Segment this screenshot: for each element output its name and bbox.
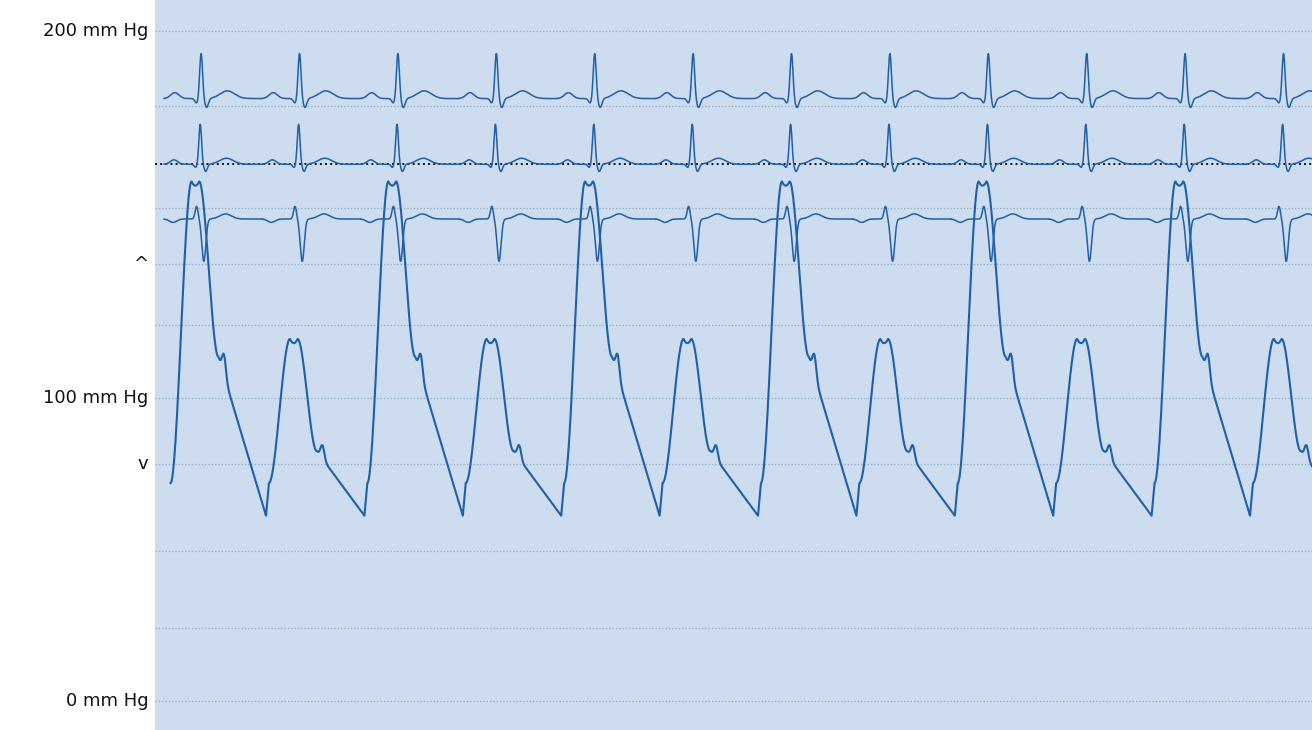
- Text: 100 mm Hg: 100 mm Hg: [43, 389, 148, 407]
- Text: v: v: [138, 455, 148, 472]
- Text: 0 mm Hg: 0 mm Hg: [66, 692, 148, 710]
- Text: ^: ^: [133, 255, 148, 273]
- Text: 200 mm Hg: 200 mm Hg: [43, 22, 148, 39]
- FancyBboxPatch shape: [155, 0, 1312, 730]
